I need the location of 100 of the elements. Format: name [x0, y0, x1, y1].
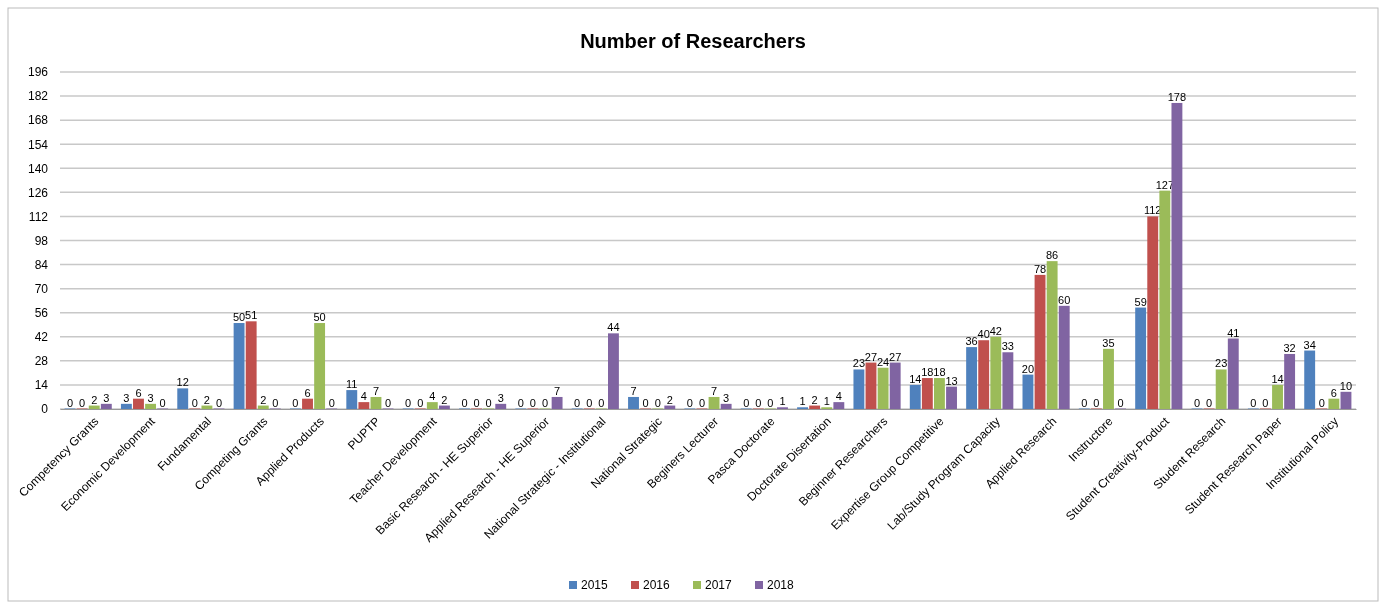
bar — [1159, 190, 1171, 409]
data-label: 0 — [79, 397, 86, 409]
data-label: 0 — [529, 397, 536, 409]
y-tick-label: 168 — [27, 113, 49, 128]
data-label: 0 — [1117, 397, 1124, 409]
data-label: 51 — [245, 309, 258, 322]
data-label: 0 — [654, 397, 661, 409]
data-label: 14 — [909, 372, 922, 385]
bar — [978, 340, 990, 409]
data-label: 2 — [203, 393, 210, 406]
bar — [946, 386, 957, 409]
y-tick-label: 154 — [27, 137, 49, 152]
bar — [358, 402, 370, 409]
data-label: 50 — [313, 311, 326, 324]
data-label: 178 — [1167, 90, 1187, 103]
data-label: 0 — [473, 397, 480, 409]
bar — [865, 362, 877, 409]
data-label: 0 — [574, 397, 581, 409]
data-label: 3 — [723, 391, 730, 404]
bar — [1304, 350, 1316, 409]
bar — [1328, 398, 1340, 409]
data-label: 60 — [1058, 293, 1071, 306]
data-label: 0 — [1081, 397, 1088, 409]
data-label: 3 — [123, 391, 130, 404]
data-label: 1 — [779, 395, 786, 408]
bar — [921, 378, 933, 409]
bar — [1058, 305, 1070, 409]
bar — [909, 384, 921, 409]
data-label: 0 — [461, 397, 468, 409]
data-label: 7 — [554, 384, 561, 397]
data-label: 0 — [1250, 397, 1257, 409]
bar — [833, 402, 845, 409]
bar — [1171, 102, 1183, 409]
bar — [245, 321, 257, 409]
y-tick-label: 0 — [41, 402, 49, 417]
data-label: 10 — [1339, 379, 1353, 392]
data-label: 50 — [232, 311, 246, 324]
bar — [551, 396, 563, 409]
legend-label: 2016 — [643, 578, 671, 592]
data-label: 24 — [876, 355, 890, 368]
data-label: 32 — [1283, 341, 1296, 354]
data-label: 0 — [328, 397, 335, 409]
bar — [1046, 261, 1058, 409]
bar — [370, 396, 382, 409]
data-label: 0 — [405, 397, 412, 409]
bar — [720, 403, 732, 409]
data-label: 23 — [852, 357, 866, 370]
data-label: 1 — [799, 395, 806, 408]
bar — [1147, 216, 1159, 409]
bar — [877, 367, 889, 409]
data-label: 0 — [417, 397, 424, 409]
data-label: 20 — [1021, 362, 1035, 375]
data-label: 34 — [1303, 338, 1316, 351]
data-label: 2 — [811, 393, 818, 406]
y-tick-label: 70 — [34, 281, 49, 296]
bar — [1340, 391, 1352, 409]
data-label: 0 — [586, 397, 593, 409]
bar — [966, 347, 978, 409]
y-tick-label: 112 — [28, 209, 49, 224]
data-label: 0 — [384, 397, 392, 409]
bar — [1022, 374, 1034, 409]
bar — [133, 398, 144, 409]
bar — [708, 396, 720, 409]
data-label: 35 — [1102, 336, 1115, 349]
data-label: 0 — [272, 397, 279, 409]
y-tick-label: 14 — [34, 378, 49, 393]
data-label: 0 — [1318, 397, 1325, 409]
bar — [1215, 369, 1227, 409]
data-label: 2 — [91, 393, 98, 406]
bar — [302, 398, 313, 409]
bar — [1103, 348, 1114, 409]
bar — [1284, 353, 1296, 409]
data-label: 4 — [835, 390, 842, 403]
chart-title: Number of Researchers — [580, 30, 806, 52]
data-label: 0 — [191, 397, 198, 409]
data-label: 13 — [945, 374, 958, 387]
data-label: 23 — [1215, 357, 1228, 370]
bar — [233, 323, 245, 409]
data-label: 0 — [1093, 397, 1100, 409]
bar — [889, 362, 901, 409]
bar — [346, 390, 358, 409]
data-label: 6 — [135, 386, 142, 399]
y-tick-label: 126 — [27, 185, 49, 200]
data-label: 6 — [1330, 386, 1337, 399]
y-tick-label: 182 — [27, 89, 49, 104]
data-label: 59 — [1134, 295, 1147, 308]
data-label: 0 — [1193, 397, 1201, 409]
bar — [1034, 274, 1046, 409]
bar — [853, 369, 865, 409]
bar — [120, 403, 132, 409]
data-label: 0 — [215, 397, 223, 409]
legend-label: 2018 — [767, 578, 795, 592]
data-label: 0 — [755, 397, 762, 409]
data-label: 4 — [360, 390, 367, 403]
bar — [1272, 384, 1283, 409]
data-label: 0 — [598, 397, 605, 409]
data-label: 0 — [517, 397, 524, 409]
data-label: 27 — [864, 350, 878, 363]
data-label: 14 — [1271, 372, 1284, 385]
data-label: 7 — [372, 384, 380, 397]
